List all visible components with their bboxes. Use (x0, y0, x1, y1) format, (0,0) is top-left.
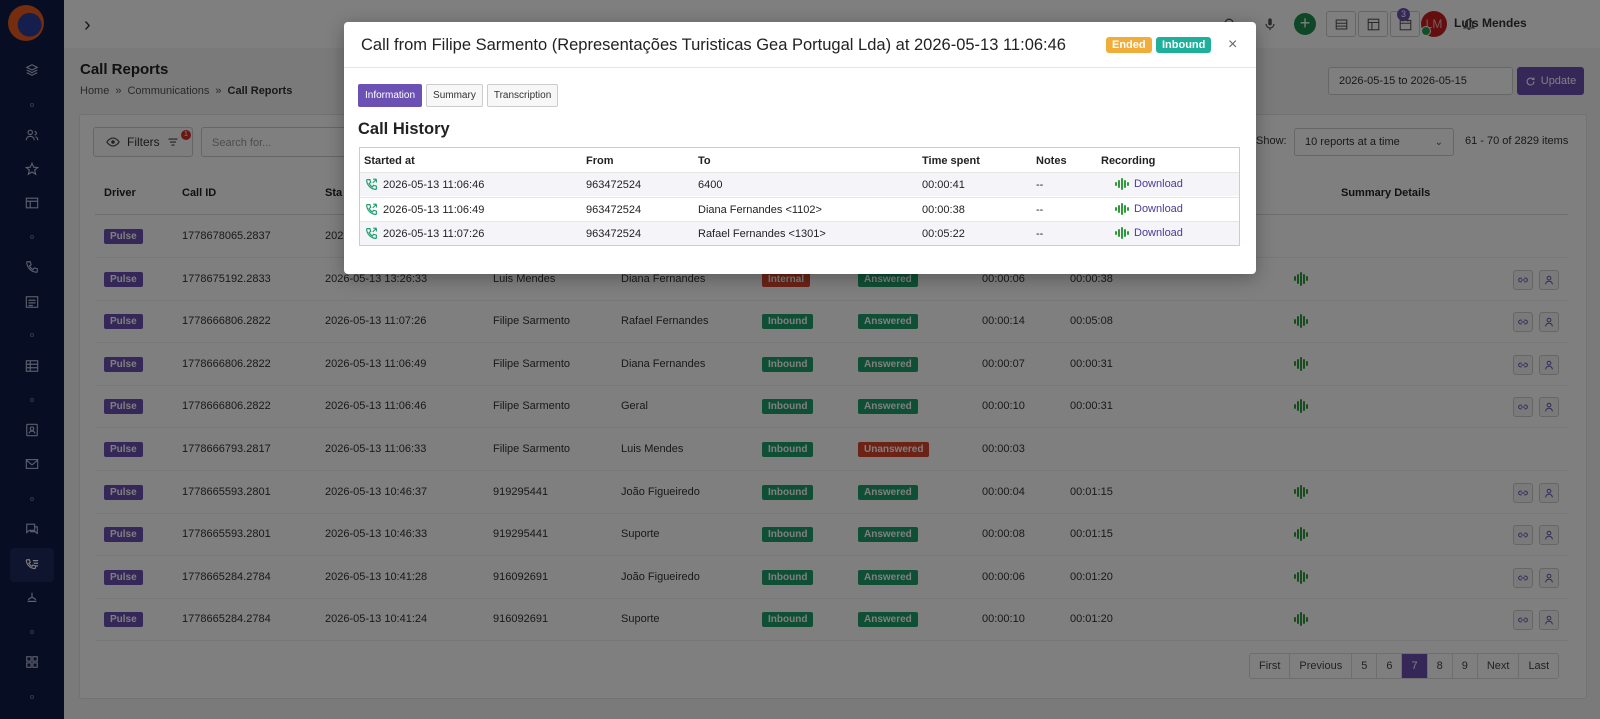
history-from-cell: 963472524 (586, 179, 642, 191)
history-row: 2026-05-13 11:06:46 963472524 6400 00:00:41… (360, 172, 1239, 196)
history-header-recording: Recording (1101, 155, 1156, 167)
history-time-cell: 00:00:41 (922, 179, 965, 191)
download-recording-link[interactable]: Download (1115, 178, 1183, 190)
close-icon[interactable]: × (1228, 36, 1238, 53)
history-notes-cell: -- (1036, 179, 1044, 191)
download-label: Download (1134, 178, 1183, 190)
history-header-from: From (586, 155, 614, 167)
history-header-notes: Notes (1036, 155, 1067, 167)
history-started-cell: 2026-05-13 11:06:46 (383, 179, 485, 191)
history-row: 2026-05-13 11:06:49 963472524 Diana Fernan… (360, 196, 1239, 221)
incoming-call-icon (365, 203, 378, 216)
waveform-icon (1115, 202, 1129, 215)
history-to-cell: 6400 (698, 179, 723, 191)
direction-badge-inbound: Inbound (1156, 37, 1212, 53)
tab-information[interactable]: Information (358, 84, 423, 107)
tab-transcription[interactable]: Transcription (486, 84, 559, 107)
modal-tabs: Information Summary Transcription (358, 84, 559, 107)
history-started-cell: 2026-05-13 11:07:26 (383, 228, 485, 240)
download-label: Download (1134, 202, 1183, 215)
waveform-icon (1115, 178, 1129, 190)
history-row: 2026-05-13 11:07:26 963472524 Rafael Ferna… (360, 221, 1239, 245)
download-recording-link[interactable]: Download (1115, 202, 1183, 215)
call-details-modal: Call from Filipe Sarmento (Representaçõe… (344, 22, 1256, 274)
modal-title: Call from Filipe Sarmento (Representaçõe… (361, 36, 1066, 54)
history-from-cell: 963472524 (586, 203, 642, 216)
history-notes-cell: -- (1036, 203, 1044, 216)
history-header-time-spent: Time spent (922, 155, 980, 167)
history-header-started: Started at (364, 155, 415, 167)
waveform-icon (1115, 227, 1129, 239)
modal-header: Call from Filipe Sarmento (Representaçõe… (344, 22, 1256, 68)
history-time-cell: 00:00:38 (922, 203, 965, 216)
history-to-cell: Rafael Fernandes <1301> (698, 228, 826, 240)
history-started-cell: 2026-05-13 11:06:49 (383, 203, 485, 216)
history-from-cell: 963472524 (586, 228, 642, 240)
history-header-to: To (698, 155, 711, 167)
download-label: Download (1134, 227, 1183, 239)
tab-summary[interactable]: Summary (426, 84, 483, 107)
history-notes-cell: -- (1036, 228, 1044, 240)
history-to-cell: Diana Fernandes <1102> (698, 203, 822, 216)
call-history-title: Call History (358, 120, 450, 138)
download-recording-link[interactable]: Download (1115, 227, 1183, 239)
status-badge-ended: Ended (1106, 37, 1152, 53)
incoming-call-icon (365, 178, 378, 191)
call-history-table: Started at From To Time spent Notes Reco… (359, 147, 1240, 246)
history-time-cell: 00:05:22 (922, 228, 965, 240)
incoming-call-icon (365, 227, 378, 240)
